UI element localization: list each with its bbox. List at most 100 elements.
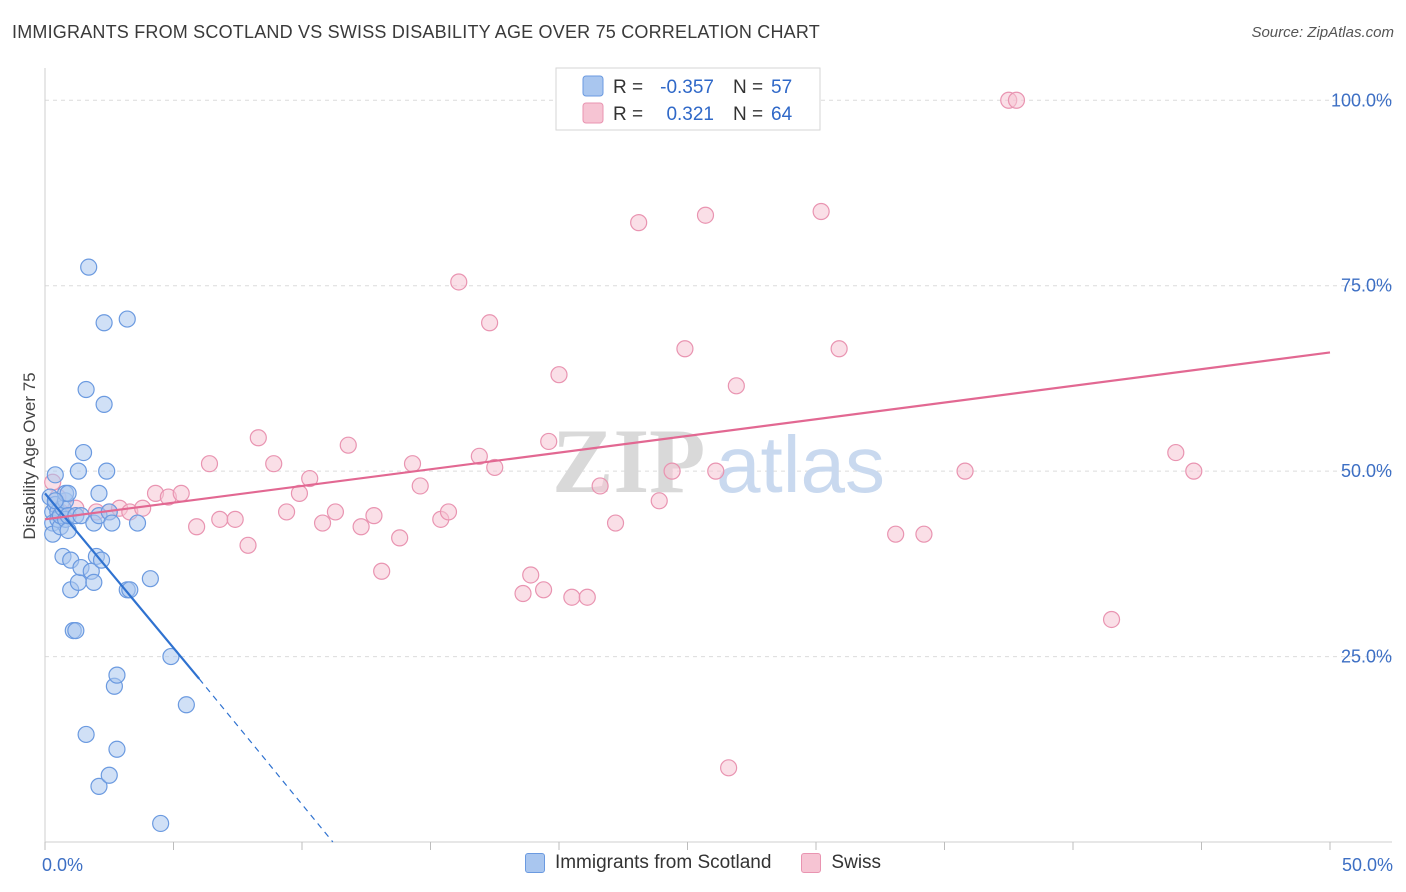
data-point-swiss bbox=[514, 584, 532, 603]
series-scotland-points bbox=[41, 258, 195, 833]
data-point-swiss bbox=[563, 588, 581, 606]
data-point-scotland bbox=[108, 740, 126, 758]
correlation-legend: R = -0.357 N = 57 R = 0.321 N = 64 bbox=[555, 67, 821, 131]
trendline-scotland-extension bbox=[198, 678, 334, 843]
x-tick-label-max: 50.0% bbox=[1342, 855, 1393, 875]
data-point-swiss bbox=[339, 436, 357, 454]
data-point-swiss bbox=[1007, 91, 1026, 109]
y-tick-label: 75.0% bbox=[1341, 276, 1392, 296]
y-tick-label: 25.0% bbox=[1341, 647, 1392, 667]
y-tick-label: 50.0% bbox=[1341, 461, 1392, 481]
data-point-swiss bbox=[352, 518, 370, 536]
legend-r-value-scotland: -0.357 bbox=[660, 77, 714, 98]
data-point-swiss bbox=[226, 510, 244, 528]
legend-n-value-scotland: 57 bbox=[771, 77, 792, 98]
x-tick-label-min: 0.0% bbox=[42, 855, 83, 875]
axes bbox=[44, 68, 1392, 850]
legend-swatch bbox=[524, 853, 545, 873]
data-point-scotland bbox=[46, 466, 64, 484]
data-point-swiss bbox=[411, 477, 429, 495]
data-point-swiss bbox=[522, 566, 540, 584]
data-point-swiss bbox=[540, 432, 558, 451]
data-point-swiss bbox=[365, 507, 383, 525]
legend-n-value-swiss: 64 bbox=[771, 104, 793, 125]
data-point-swiss bbox=[249, 429, 267, 447]
data-point-swiss bbox=[676, 340, 694, 358]
data-point-swiss bbox=[301, 469, 319, 488]
data-point-swiss bbox=[481, 314, 499, 332]
data-point-swiss bbox=[1102, 610, 1121, 629]
y-tick-label: 100.0% bbox=[1331, 90, 1392, 110]
data-point-swiss bbox=[707, 462, 725, 480]
legend-swatch-scotland bbox=[582, 75, 604, 97]
data-point-swiss bbox=[720, 759, 738, 777]
gridlines bbox=[45, 99, 1392, 658]
data-point-swiss bbox=[211, 510, 229, 528]
data-point-scotland bbox=[77, 380, 95, 399]
data-point-scotland bbox=[100, 766, 118, 784]
data-point-swiss bbox=[830, 340, 848, 358]
data-point-swiss bbox=[727, 377, 745, 395]
data-point-scotland bbox=[59, 521, 77, 540]
data-point-swiss bbox=[591, 477, 609, 495]
legend-swatch-swiss bbox=[582, 102, 604, 124]
data-point-swiss bbox=[956, 462, 974, 480]
data-point-scotland bbox=[128, 514, 147, 532]
data-point-scotland bbox=[80, 258, 98, 276]
data-point-swiss bbox=[313, 514, 332, 532]
data-point-scotland bbox=[69, 573, 88, 591]
data-point-scotland bbox=[59, 484, 77, 502]
data-point-swiss bbox=[450, 273, 468, 291]
data-point-swiss bbox=[578, 588, 596, 606]
data-point-swiss bbox=[239, 536, 257, 554]
trendline-scotland bbox=[44, 492, 201, 680]
source-label: Source: ZipAtlas.com bbox=[1251, 24, 1394, 41]
data-point-scotland bbox=[121, 581, 139, 599]
data-point-swiss bbox=[200, 455, 219, 473]
data-point-scotland bbox=[85, 573, 103, 591]
legend-r-label-scotland: R = bbox=[613, 77, 643, 98]
data-point-scotland bbox=[98, 462, 116, 480]
legend-swatch bbox=[801, 853, 822, 873]
trend-lines bbox=[44, 351, 1331, 843]
data-point-swiss bbox=[391, 529, 409, 547]
data-point-swiss bbox=[373, 562, 391, 580]
data-point-scotland bbox=[74, 443, 93, 462]
data-point-swiss bbox=[486, 458, 504, 477]
data-point-scotland bbox=[103, 514, 121, 532]
legend-n-label-scotland: N = bbox=[733, 77, 763, 98]
data-point-swiss bbox=[650, 492, 668, 510]
data-point-scotland bbox=[152, 814, 170, 833]
legend-item-swiss[interactable]: Swiss bbox=[801, 852, 881, 874]
data-point-scotland bbox=[95, 314, 113, 332]
data-point-scotland bbox=[118, 310, 136, 328]
data-point-swiss bbox=[915, 525, 933, 543]
data-point-swiss bbox=[188, 518, 206, 536]
data-point-scotland bbox=[162, 647, 180, 666]
y-axis-ticks: 25.0% 50.0% 75.0% 100.0% bbox=[1331, 90, 1392, 666]
legend-item-scotland[interactable]: Immigrants from Scotland bbox=[524, 852, 772, 874]
data-point-scotland bbox=[95, 395, 113, 413]
data-point-swiss bbox=[812, 202, 830, 221]
data-point-swiss bbox=[265, 455, 283, 473]
data-point-swiss bbox=[470, 447, 488, 465]
data-point-swiss bbox=[172, 484, 190, 502]
data-point-scotland bbox=[67, 622, 85, 640]
data-point-scotland bbox=[90, 777, 108, 795]
data-point-swiss bbox=[277, 503, 296, 521]
legend-label: Immigrants from Scotland bbox=[554, 852, 772, 873]
data-point-scotland bbox=[46, 492, 64, 510]
data-point-scotland bbox=[177, 696, 195, 714]
legend-r-label-swiss: R = bbox=[613, 104, 643, 125]
data-point-swiss bbox=[696, 206, 715, 224]
data-point-scotland bbox=[69, 462, 88, 480]
watermark: ZIP atlas bbox=[552, 410, 885, 512]
data-point-swiss bbox=[534, 581, 553, 599]
x-axis-ticks: 0.0% 50.0% bbox=[42, 855, 1393, 875]
data-point-swiss bbox=[326, 503, 345, 521]
data-point-scotland bbox=[108, 666, 126, 684]
data-point-swiss bbox=[1185, 462, 1203, 480]
data-point-swiss bbox=[439, 503, 458, 521]
data-point-swiss bbox=[663, 462, 681, 480]
